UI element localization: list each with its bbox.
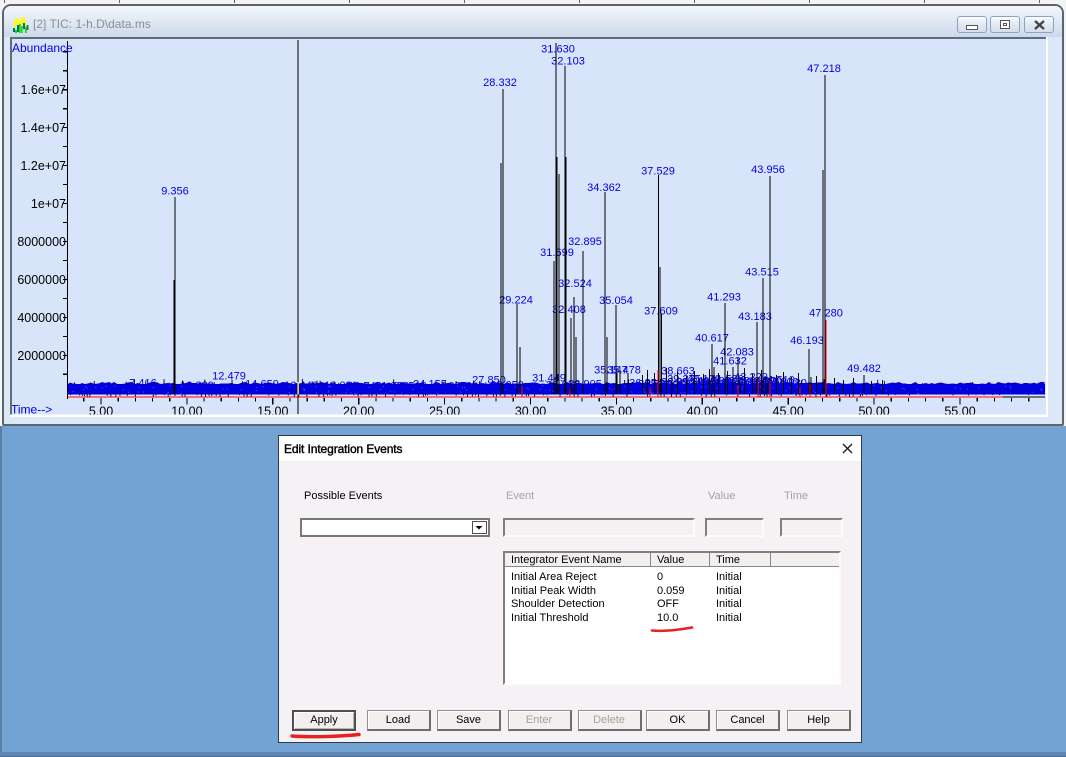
svg-text:32.895: 32.895 [568,236,602,248]
svg-text:1.4e+07: 1.4e+07 [20,121,66,135]
svg-text:32.408: 32.408 [552,304,586,316]
svg-text:47.280: 47.280 [809,308,843,320]
svg-text:39.275: 39.275 [667,374,701,386]
svg-text:43.956: 43.956 [751,164,785,176]
svg-text:38.663: 38.663 [661,366,695,378]
svg-text:29.224: 29.224 [499,294,533,306]
svg-text:8000000: 8000000 [17,235,66,249]
svg-text:35.054: 35.054 [599,295,633,307]
svg-text:2000000: 2000000 [17,349,66,363]
svg-text:43.515: 43.515 [745,267,779,279]
svg-text:37.609: 37.609 [644,306,678,318]
svg-text:31.630: 31.630 [541,44,575,56]
svg-text:37.529: 37.529 [641,166,675,178]
svg-text:32.524: 32.524 [558,278,592,290]
svg-text:32.103: 32.103 [551,56,585,68]
svg-text:12.479: 12.479 [212,371,246,383]
svg-text:42.083: 42.083 [720,347,754,359]
svg-text:9.356: 9.356 [161,186,189,198]
svg-text:35.147: 35.147 [594,365,628,377]
svg-text:28.332: 28.332 [483,77,517,89]
svg-text:6000000: 6000000 [17,273,66,287]
svg-text:46.193: 46.193 [790,335,824,347]
svg-text:43.220: 43.220 [734,372,768,384]
svg-text:4000000: 4000000 [17,311,66,325]
svg-text:Time-->: Time--> [11,403,52,417]
svg-text:41.632: 41.632 [713,356,747,368]
svg-text:Abundance: Abundance [12,41,73,55]
svg-text:49.482: 49.482 [847,363,881,375]
svg-text:41.293: 41.293 [707,292,741,304]
svg-text:34.362: 34.362 [587,182,621,194]
svg-text:1.2e+07: 1.2e+07 [20,159,66,173]
svg-text:40.617: 40.617 [695,333,729,345]
svg-text:35.478: 35.478 [607,365,641,377]
svg-text:1.6e+07: 1.6e+07 [20,83,66,97]
svg-text:1e+07: 1e+07 [31,197,66,211]
svg-text:47.218: 47.218 [807,63,841,75]
svg-text:43.183: 43.183 [738,311,772,323]
